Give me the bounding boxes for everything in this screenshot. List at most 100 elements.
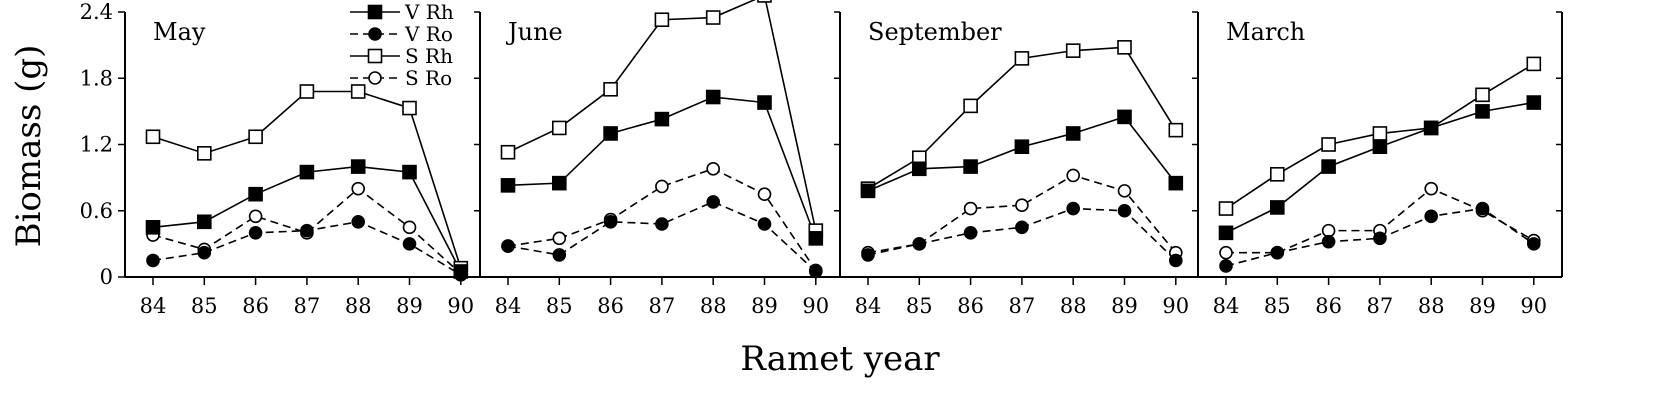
legend: V RhV RoS RhS Ro [350, 0, 454, 90]
data-point-s-rh [1117, 40, 1132, 55]
panel-september: 84 85 86 87 88 89 90 September [855, 11, 1199, 318]
x-tick-label: 89 [751, 294, 778, 318]
x-tick-label: 86 [957, 294, 984, 318]
data-point-s-ro [655, 179, 669, 194]
y-tick-label: 0 [100, 265, 113, 289]
data-point-v-ro [351, 214, 366, 229]
x-tick-label: 89 [1469, 294, 1496, 318]
data-point-s-rh [1218, 201, 1234, 216]
plot-area: 0 0.6 1.2 1.8 2.4 84 85 86 87 88 89 90 May 84 85 86 87 88… [80, 0, 1563, 318]
x-tick-label: 90 [802, 294, 829, 318]
data-point-v-rh [1065, 126, 1081, 141]
data-point-v-rh [603, 126, 618, 141]
data-point-v-ro [757, 217, 772, 231]
data-point-v-ro [1117, 203, 1132, 218]
x-tick-label: 87 [294, 294, 321, 318]
data-point-s-rh [1372, 126, 1388, 141]
data-point-s-ro [1066, 168, 1080, 183]
data-point-v-rh [860, 183, 876, 199]
data-point-v-ro [402, 237, 417, 251]
data-point-v-ro [808, 264, 823, 279]
data-point-s-ro [1424, 181, 1438, 196]
data-point-v-ro [1475, 201, 1490, 216]
data-point-v-rh [963, 159, 978, 174]
y-tick-label: 2.4 [80, 0, 113, 24]
data-point-s-rh [603, 81, 618, 97]
x-tick-label: 89 [1111, 294, 1138, 318]
data-point-v-ro [501, 239, 515, 253]
y-tick-label: 0.6 [80, 199, 113, 223]
data-point-v-rh [1168, 175, 1184, 191]
data-point-s-rh [654, 12, 670, 28]
data-point-v-ro [706, 195, 721, 209]
legend-marker [367, 48, 383, 64]
data-point-s-rh [1270, 167, 1285, 182]
data-point-v-ro [912, 237, 927, 251]
data-point-v-ro [146, 253, 160, 268]
x-tick-label: 84 [1213, 294, 1240, 318]
data-point-s-rh [197, 146, 212, 161]
x-tick-label: 84 [495, 294, 522, 318]
data-point-v-rh [248, 186, 263, 202]
data-point-v-rh [1372, 139, 1388, 155]
data-point-s-ro [1015, 198, 1029, 213]
data-point-v-rh [551, 175, 567, 191]
legend-label: S Ro [405, 66, 452, 90]
data-point-v-rh [350, 159, 366, 174]
data-point-s-rh [299, 84, 315, 99]
data-point-v-rh [808, 231, 824, 246]
data-point-v-rh [1321, 159, 1336, 174]
panel-title: March [1226, 18, 1305, 46]
data-point-v-ro [603, 214, 618, 229]
data-point-v-ro [1424, 209, 1438, 224]
data-point-s-ro [706, 161, 721, 176]
data-point-s-rh [963, 98, 978, 114]
data-point-s-ro [1219, 245, 1233, 260]
data-point-v-rh [453, 264, 469, 279]
data-point-s-ro [963, 201, 978, 216]
data-point-v-ro [552, 248, 567, 262]
x-tick-label: 86 [597, 294, 624, 318]
data-point-v-rh [1218, 225, 1234, 241]
data-point-s-ro [757, 187, 772, 201]
legend-label: S Rh [405, 44, 453, 68]
legend-marker [368, 71, 382, 85]
x-tick-label: 90 [447, 294, 474, 318]
data-point-v-rh [705, 89, 721, 105]
data-point-v-ro [248, 226, 263, 240]
data-point-v-rh [1117, 109, 1132, 125]
y-tick-label: 1.2 [80, 133, 113, 157]
data-point-v-ro [197, 245, 212, 260]
data-point-v-ro [1066, 201, 1080, 216]
data-point-s-rh [1168, 122, 1184, 138]
panel-may: 84 85 86 87 88 89 90 May [140, 11, 481, 318]
panel-title: May [153, 18, 206, 46]
data-point-v-rh [654, 111, 670, 127]
data-point-v-rh [1014, 139, 1030, 155]
data-point-v-ro [1373, 231, 1387, 246]
data-point-v-ro [655, 217, 669, 231]
x-tick-label: 85 [191, 294, 218, 318]
data-point-v-ro [963, 226, 978, 240]
panel-june: 84 85 86 87 88 89 90 June [495, 0, 841, 318]
data-point-s-rh [248, 129, 263, 145]
data-point-s-rh [757, 0, 772, 3]
data-point-s-rh [350, 84, 366, 99]
data-point-s-rh [402, 100, 417, 116]
data-point-s-ro [402, 220, 417, 235]
panel-march: 84 85 86 87 88 89 90 March [1213, 11, 1563, 318]
legend-marker [368, 27, 382, 41]
data-point-v-ro [1219, 259, 1233, 273]
x-tick-label: 88 [700, 294, 727, 318]
data-point-s-rh [705, 10, 721, 25]
legend-label: V Ro [404, 22, 453, 46]
x-tick-label: 85 [906, 294, 933, 318]
data-point-s-ro [1117, 184, 1132, 198]
data-point-v-ro [1270, 245, 1285, 260]
y-axis-title: Biomass (g) [9, 45, 49, 248]
data-point-s-rh [551, 120, 567, 136]
data-point-v-ro [1321, 234, 1336, 249]
data-point-v-rh [145, 220, 161, 235]
legend-label: V Rh [404, 0, 454, 24]
